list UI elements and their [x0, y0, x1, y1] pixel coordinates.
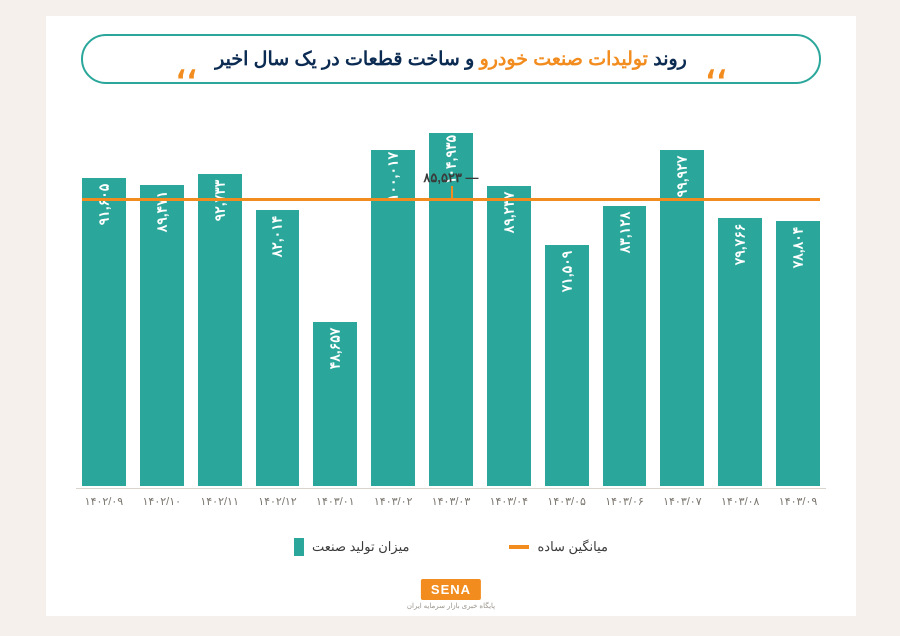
- bar: ۷۱,۵۰۹: [545, 245, 589, 486]
- bar-wrap: ۹۹,۹۲۷: [660, 116, 704, 486]
- bar-value-label: ۸۲,۰۱۴: [269, 216, 286, 258]
- bar: ۸۹,۲۳۷: [487, 186, 531, 486]
- bar-value-label: ۷۱,۵۰۹: [558, 251, 575, 293]
- x-axis-label: ۱۴۰۳/۰۳: [429, 489, 473, 516]
- bar-wrap: ۱۰۰,۰۱۷: [371, 116, 415, 486]
- bar-value-label: ۸۳,۱۲۸: [616, 212, 633, 254]
- legend-series: میزان تولید صنعت: [294, 538, 409, 556]
- bar: ۷۹,۷۶۶: [718, 218, 762, 486]
- quote-open-icon: ،،: [705, 59, 727, 76]
- logo: SENA پایگاه خبری بازار سرمایه ایران: [407, 579, 495, 610]
- x-axis-labels: ۱۴۰۲/۰۹ ۱۴۰۲/۱۰ ۱۴۰۲/۱۱ ۱۴۰۲/۱۲ ۱۴۰۳/۰۱ ۱۴۰۳/…: [76, 488, 826, 516]
- bar: ۷۸,۸۰۴: [776, 221, 820, 486]
- bar: ۸۳,۱۲۸: [603, 206, 647, 486]
- bar: ۹۲,۷۳۳: [198, 174, 242, 486]
- legend-average-label: میانگین ساده: [537, 539, 608, 555]
- x-axis-label: ۱۴۰۳/۰۸: [718, 489, 762, 516]
- bar-value-label: ۹۹,۹۲۷: [674, 156, 691, 198]
- average-annotation: ۸۵,۵۲۳ —: [423, 170, 478, 186]
- x-axis-label: ۱۴۰۳/۰۷: [660, 489, 704, 516]
- bar-wrap: ۷۸,۸۰۴: [776, 116, 820, 486]
- legend-series-swatch: [294, 538, 304, 556]
- bar-value-label: ۴۸,۶۵۷: [327, 328, 344, 370]
- bar-wrap: ۸۹,۴۷۱: [140, 116, 184, 486]
- bar-wrap: ۴۸,۶۵۷: [313, 116, 357, 486]
- bar-wrap: ۹۲,۷۳۳: [198, 116, 242, 486]
- chart-area: ۸۵,۵۲۳ — ۹۱,۶۰۵ ۸۹,۴۷۱ ۹۲,۷۳۳ ۸۲,۰۱۴ ۴۸,۶۵۷ ۱…: [76, 116, 826, 516]
- bar-value-label: ۷۸,۸۰۴: [790, 227, 807, 269]
- bar-wrap: ۹۱,۶۰۵: [82, 116, 126, 486]
- bar-value-label: ۱۰۰,۰۱۷: [385, 152, 402, 201]
- chart-canvas: ،، روند تولیدات صنعت خودرو و ساخت قطعات …: [46, 16, 856, 616]
- x-axis-label: ۱۴۰۳/۰۹: [776, 489, 820, 516]
- bar: ۴۸,۶۵۷: [313, 322, 357, 486]
- legend-average: میانگین ساده: [509, 539, 608, 555]
- bar-wrap: ۸۳,۱۲۸: [603, 116, 647, 486]
- logo-subtitle: پایگاه خبری بازار سرمایه ایران: [407, 602, 495, 610]
- bar-wrap: ۸۹,۲۳۷: [487, 116, 531, 486]
- logo-text: SENA: [421, 579, 481, 600]
- average-tick: [451, 186, 453, 198]
- quote-close-icon: ،،: [175, 59, 197, 76]
- average-line: [82, 198, 820, 201]
- legend-series-label: میزان تولید صنعت: [312, 539, 409, 555]
- bar-value-label: ۹۱,۶۰۵: [95, 184, 112, 226]
- bar: ۸۹,۴۷۱: [140, 185, 184, 486]
- title-post: و ساخت قطعات در یک سال اخیر: [215, 49, 479, 70]
- x-axis-label: ۱۴۰۲/۱۱: [198, 489, 242, 516]
- bar-value-label: ۸۹,۴۷۱: [153, 191, 170, 233]
- title-pre: روند: [648, 49, 687, 70]
- x-axis-label: ۱۴۰۲/۰۹: [82, 489, 126, 516]
- legend: میزان تولید صنعت میانگین ساده: [294, 538, 608, 556]
- x-axis-label: ۱۴۰۲/۱۰: [140, 489, 184, 516]
- title-bar: ،، روند تولیدات صنعت خودرو و ساخت قطعات …: [81, 34, 821, 84]
- bar-value-label: ۷۹,۷۶۶: [732, 223, 749, 265]
- bar: ۸۲,۰۱۴: [256, 210, 300, 486]
- bar-wrap: ۷۱,۵۰۹: [545, 116, 589, 486]
- bar-wrap: ۸۲,۰۱۴: [256, 116, 300, 486]
- x-axis-label: ۱۴۰۳/۰۵: [545, 489, 589, 516]
- x-axis-label: ۱۴۰۳/۰۶: [603, 489, 647, 516]
- bar: ۹۱,۶۰۵: [82, 178, 126, 486]
- x-axis-label: ۱۴۰۲/۱۲: [256, 489, 300, 516]
- x-axis-label: ۱۴۰۳/۰۴: [487, 489, 531, 516]
- title-highlight: تولیدات صنعت خودرو: [480, 49, 648, 70]
- x-axis-label: ۱۴۰۳/۰۲: [371, 489, 415, 516]
- bar-wrap: ۷۹,۷۶۶: [718, 116, 762, 486]
- legend-average-swatch: [509, 545, 529, 549]
- chart-title: روند تولیدات صنعت خودرو و ساخت قطعات در …: [215, 48, 687, 71]
- x-axis-label: ۱۴۰۳/۰۱: [313, 489, 357, 516]
